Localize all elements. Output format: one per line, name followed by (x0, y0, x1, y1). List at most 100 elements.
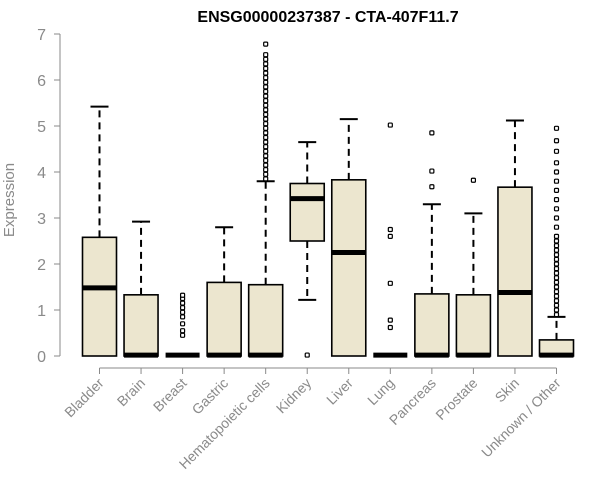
outlier-point (387, 233, 393, 239)
outlier-point (553, 138, 560, 144)
outlier-point (553, 247, 560, 253)
y-axis-label: Expression (1, 163, 18, 237)
box-group (455, 177, 492, 358)
box-group (165, 292, 200, 358)
outlier-point (553, 289, 560, 295)
outlier-point (553, 312, 560, 318)
outlier-point (553, 279, 560, 285)
outlier-point (429, 184, 435, 190)
box (123, 294, 159, 357)
x-tick-label: Breast (150, 375, 190, 415)
outlier-point (553, 187, 560, 193)
outlier-point (263, 171, 269, 177)
outlier-point (263, 162, 269, 168)
outlier-point (387, 122, 393, 128)
outlier-point (387, 317, 393, 323)
outlier-point (179, 314, 186, 320)
box (414, 293, 450, 357)
box (206, 281, 242, 357)
outlier-point (553, 148, 560, 154)
box (455, 294, 492, 357)
outlier-point (470, 177, 477, 183)
box-group (330, 118, 367, 357)
outlier-point (553, 125, 560, 131)
outlier-point (263, 65, 269, 72)
outlier-point (263, 93, 269, 99)
box-group (206, 226, 242, 358)
x-tick-label: Lung (364, 375, 397, 408)
x-tick-label: Liver (323, 375, 356, 408)
outlier-point (553, 197, 560, 203)
outlier-point (263, 75, 269, 81)
y-tick-label: 2 (37, 257, 46, 274)
outlier-point (263, 88, 269, 95)
chart-title: ENSG00000237387 - CTA-407F11.7 (197, 9, 458, 26)
outlier-point (553, 275, 560, 281)
outlier-point (263, 134, 269, 141)
outlier-point (179, 328, 186, 334)
outlier-point (263, 148, 269, 154)
outlier-point (387, 226, 393, 233)
outlier-point (263, 98, 269, 104)
y-tick-label: 0 (37, 349, 46, 366)
x-tick-label: Prostate (432, 375, 480, 423)
x-tick-label: Unknown / Other (478, 375, 564, 461)
outlier-point (553, 169, 560, 175)
outlier-point (179, 321, 186, 327)
outlier-point (263, 102, 269, 108)
box-group (123, 220, 159, 358)
x-tick-label: Brain (114, 375, 148, 409)
outlier-point (553, 298, 560, 304)
outlier-point (263, 56, 269, 62)
box-group (247, 41, 284, 358)
outlier-point (263, 153, 269, 159)
outlier-point (553, 293, 560, 299)
outlier-point (553, 284, 560, 290)
outlier-point (553, 243, 560, 249)
y-tick-label: 1 (37, 303, 46, 320)
outlier-point (263, 167, 269, 173)
outlier-point (553, 178, 560, 184)
outlier-point (179, 332, 186, 338)
box (497, 186, 533, 357)
box (289, 182, 326, 242)
outlier-point (263, 130, 269, 136)
outlier-point (263, 70, 269, 76)
outlier-point (263, 84, 269, 90)
outlier-point (263, 107, 269, 113)
outlier-point (553, 233, 560, 239)
outlier-point (429, 130, 435, 136)
outlier-point (263, 116, 269, 122)
x-tick-label: Kidney (273, 375, 315, 417)
outlier-point (387, 324, 393, 331)
outlier-point (387, 280, 393, 286)
outlier-point (263, 111, 269, 118)
outlier-point (179, 300, 186, 306)
x-tick-label: Skin (492, 375, 523, 406)
outlier-point (553, 266, 560, 272)
y-tick-label: 3 (37, 211, 46, 228)
outlier-point (553, 252, 560, 258)
box-group (497, 119, 533, 357)
box-group (538, 125, 575, 358)
outlier-point (553, 261, 560, 267)
y-tick-label: 4 (37, 165, 46, 182)
outlier-point (553, 307, 560, 313)
box-group (414, 130, 450, 358)
outlier-point (263, 157, 269, 164)
outlier-point (263, 139, 269, 145)
box-series (81, 41, 575, 358)
outlier-point (263, 121, 269, 127)
outlier-point (179, 305, 186, 311)
outlier-point (553, 160, 560, 166)
outlier-point (179, 292, 186, 298)
outlier-point (553, 206, 560, 212)
box-group (81, 105, 118, 357)
box (330, 179, 367, 357)
y-tick-label: 5 (37, 119, 46, 136)
outlier-point (263, 125, 269, 131)
outlier-point (553, 302, 560, 308)
outlier-point (263, 41, 269, 47)
outlier-point (553, 256, 560, 262)
